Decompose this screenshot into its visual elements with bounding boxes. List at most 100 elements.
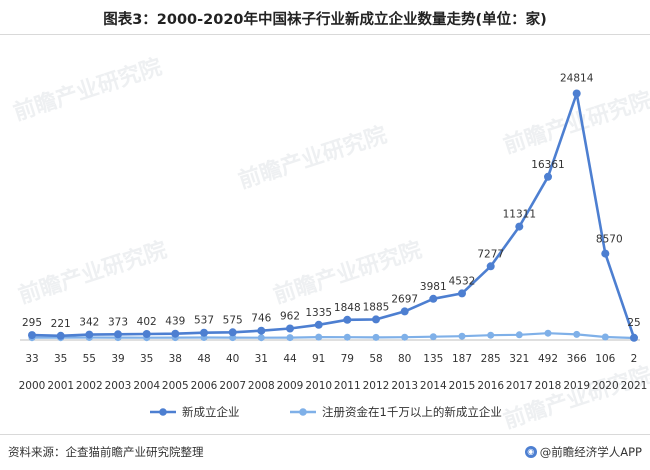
series-2-data-label: 44 [283,353,297,365]
legend-item-2: 注册资金在1千万以上的新成立企业 [290,405,502,419]
series-1-point [200,328,208,337]
series-2-data-label: 79 [341,353,354,365]
series-1-point [314,320,323,329]
source-note: 资料来源：企查猫前瞻产业研究院整理 [8,445,204,459]
series-1-data-label: 221 [51,318,71,330]
series-1-data-label: 8570 [596,234,623,246]
series-1-point [429,294,438,303]
line-chart: 295 221 342 373 402 439 537 575 746 962 1335 1848 18… [19,73,648,420]
series-2-data-label: 40 [226,353,239,365]
series-1-point [400,307,409,316]
series-1-point [28,331,36,340]
series-2-point [544,329,552,337]
series-1-point [486,262,495,271]
series-2-data-label: 33 [25,353,38,365]
legend-label: 新成立企业 [182,405,240,419]
x-tick-label: 2003 [105,380,132,392]
series-1-point [286,324,294,333]
series-1-point [458,289,466,298]
series-1-data-label: 746 [251,313,271,325]
series-2-data-label: 80 [398,353,411,365]
x-tick-label: 2008 [248,380,275,392]
brand-text: @前瞻经济学人APP [539,445,642,459]
series-1-data-label: 24814 [560,73,594,85]
x-tick-labels: 2000 2001 2002 2003 2004 2005 2006 2007 2008 2009… [19,380,648,392]
x-tick-label: 2010 [305,380,332,392]
series-1-data-label: 962 [280,311,300,323]
x-tick-label: 2020 [592,380,619,392]
x-tick-label: 2018 [535,380,562,392]
series-2-point [401,333,409,341]
x-tick-label: 2019 [563,380,590,392]
series-2-point [601,333,609,341]
series-2-point [429,333,437,341]
legend-label: 注册资金在1千万以上的新成立企业 [322,405,502,419]
series-1-data-label: 402 [137,316,157,328]
x-tick-label: 2016 [477,380,504,392]
series-2-point [286,334,294,342]
x-tick-label: 2021 [621,380,648,392]
series-2-data-label: 48 [197,353,210,365]
series-2-data-label: 35 [140,353,153,365]
x-tick-label: 2012 [363,380,390,392]
series-1-point [228,328,237,337]
x-tick-label: 2001 [47,380,74,392]
x-tick-label: 2015 [449,380,476,392]
series-1-data-label: 439 [165,316,185,328]
x-tick-label: 2005 [162,380,189,392]
series-1-point [171,329,180,338]
x-tick-label: 2002 [76,380,103,392]
series-2-data-label: 38 [169,353,182,365]
series-1-point [372,315,380,324]
series-1-point [630,333,638,342]
series-1 [28,89,638,342]
series-2-point [257,334,265,342]
series-1-point [544,172,552,181]
series-1-data-label: 1885 [363,301,390,313]
series-2-data-label: 55 [83,353,96,365]
series-1-data-label: 342 [79,317,99,329]
series-1-data-label: 1335 [305,307,332,319]
series-2-point [343,333,351,341]
series-1-point [257,326,266,335]
series-1-data-label: 11311 [503,209,536,221]
series-2-data-label: 187 [452,353,472,365]
series-1-data-label: 537 [194,315,214,327]
legend-marker [159,408,167,416]
series-layer [28,89,638,342]
data-label-layer: 295 221 342 373 402 439 537 575 746 962 1335 1848 18… [22,73,641,366]
series-2-data-label: 91 [312,353,325,365]
series-1-point [114,330,122,339]
legend-item-1: 新成立企业 [150,405,240,419]
x-tick-label: 2014 [420,380,447,392]
series-1-data-label: 373 [108,316,128,328]
series-2-point [315,333,323,341]
series-1-data-label: 1848 [334,302,361,314]
x-tick-label: 2017 [506,380,533,392]
series-1-line [31,92,636,339]
series-2-point [458,332,466,340]
series-1-point [515,222,524,231]
x-tick-label: 2006 [191,380,218,392]
series-2-data-label: 35 [54,353,67,365]
chart-title: 图表3：2000-2020年中国袜子行业新成立企业数量走势(单位：家) [103,12,547,28]
series-2-line [32,332,635,340]
series-1-data-label: 25 [627,317,640,329]
legend-marker [299,408,307,416]
series-1-data-label: 7277 [477,248,504,260]
series-1-point [56,331,65,340]
footer-divider [0,434,650,435]
x-tick-label: 2000 [19,380,46,392]
legend: 新成立企业 注册资金在1千万以上的新成立企业 [150,405,502,419]
series-2-data-label: 135 [423,353,443,365]
series-2-data-label: 285 [481,353,501,365]
series-1-point [142,330,151,338]
series-2-point [487,331,495,339]
brand-credit: ◉ @前瞻经济学人APP [524,444,642,460]
series-1-data-label: 16361 [531,159,564,171]
series-1-data-label: 575 [223,314,243,326]
x-tick-label: 2013 [391,380,418,392]
series-2-point [515,331,523,339]
series-1-data-label: 4532 [449,275,476,287]
series-1-data-label: 295 [22,317,42,329]
